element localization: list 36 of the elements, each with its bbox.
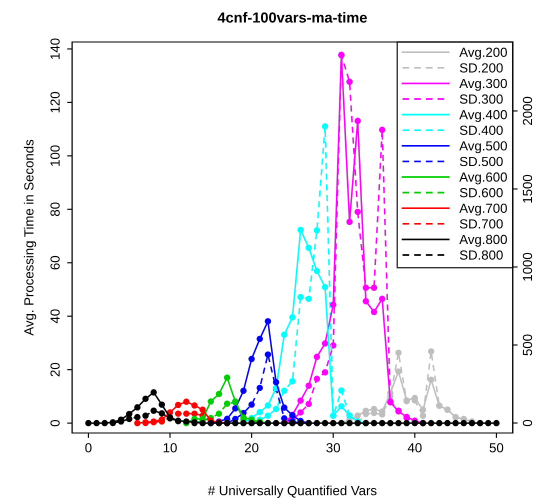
- legend-label: SD.200: [460, 63, 503, 73]
- y-axis-title: Avg. Processing Time in Seconds: [24, 140, 36, 336]
- legend-label: SD.600: [460, 188, 503, 198]
- y2-tick-label: 1500: [522, 174, 532, 203]
- y-tick-label: 20: [50, 362, 60, 376]
- y-tick-label: 140: [50, 38, 60, 59]
- x-axis-title: # Universally Quantified Vars: [208, 486, 377, 498]
- x-tick-label: 20: [244, 443, 258, 452]
- legend-label: Avg.600: [459, 172, 507, 184]
- legend-label: Avg.200: [459, 48, 507, 60]
- x-tick-label: 30: [326, 443, 340, 452]
- y-tick-label: 0: [50, 420, 60, 426]
- legend-label: Avg.500: [459, 141, 507, 154]
- legend-label: Avg.300: [459, 78, 507, 91]
- y-tick-label: 60: [50, 256, 60, 270]
- y-tick-label: 100: [50, 145, 60, 166]
- legend-label: SD.800: [460, 250, 503, 260]
- x-tick-label: 40: [408, 443, 422, 452]
- legend-label: Avg.400: [459, 110, 507, 122]
- legend-label: Avg.800: [459, 234, 507, 247]
- x-tick-label: 0: [85, 443, 92, 452]
- legend-label: SD.700: [460, 219, 503, 229]
- legend-label: Avg.700: [459, 204, 507, 216]
- legend-label: SD.500: [460, 156, 503, 166]
- x-tick-label: 50: [490, 443, 504, 452]
- chart-title: 4cnf-100vars-ma-time: [218, 12, 367, 23]
- y-tick-label: 40: [50, 309, 60, 324]
- y2-tick-label: 500: [522, 334, 532, 356]
- y-tick-label: 120: [50, 92, 60, 112]
- y2-tick-label: 2000: [522, 96, 532, 125]
- y-tick-label: 80: [50, 202, 60, 216]
- x-tick-label: 10: [164, 443, 177, 452]
- y2-tick-label: 0: [522, 420, 532, 426]
- y2-tick-label: 1000: [522, 252, 532, 281]
- legend-label: SD.300: [460, 94, 503, 104]
- legend-label: SD.400: [460, 126, 503, 135]
